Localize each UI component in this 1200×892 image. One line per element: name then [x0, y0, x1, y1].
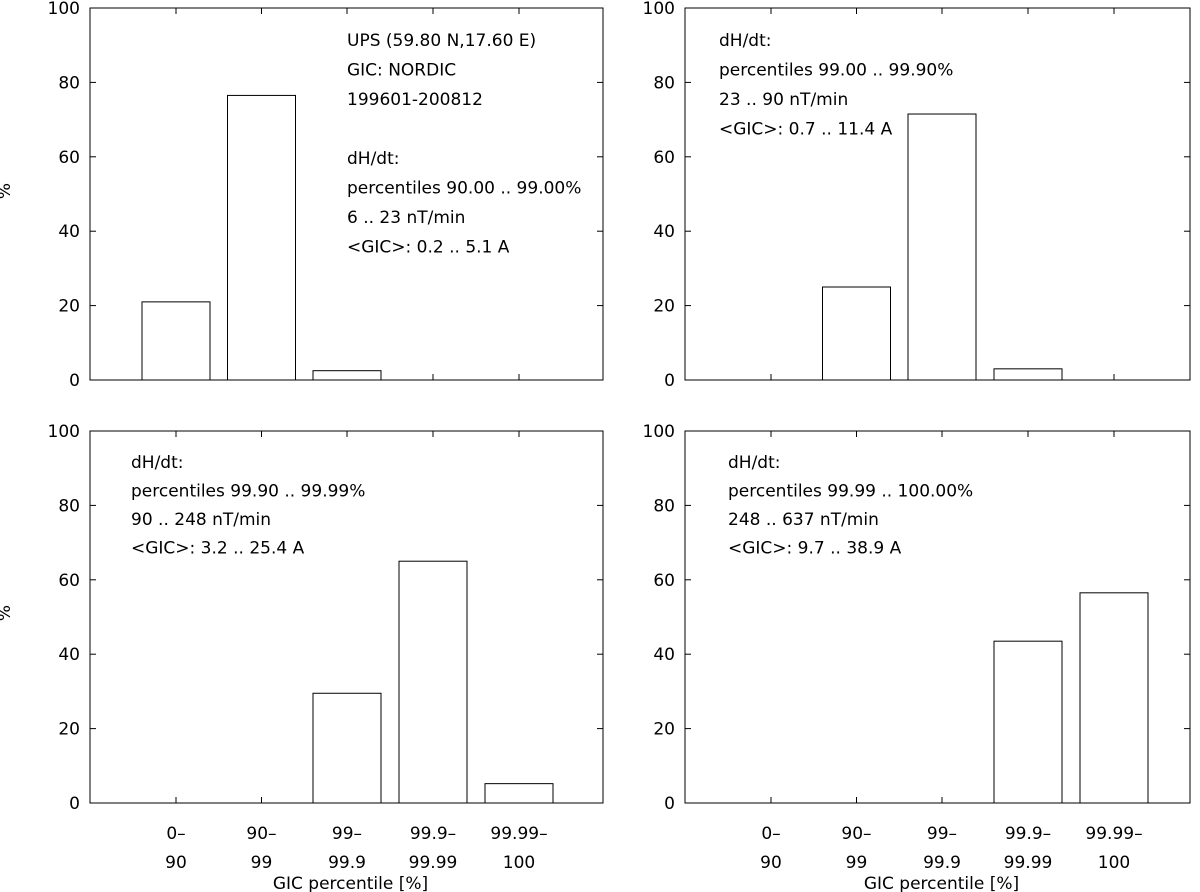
y-axis-label: % — [0, 183, 15, 199]
annotation-line: <GIC>: 3.2 .. 25.4 A — [131, 539, 305, 559]
x-tick-label: 90 — [760, 853, 782, 873]
y-tick-label: 20 — [653, 297, 675, 317]
annotation-line: <GIC>: 0.7 .. 11.4 A — [719, 120, 893, 140]
annotation-line: UPS (59.80 N,17.60 E) — [347, 31, 536, 51]
x-tick-label: 99.99– — [1085, 824, 1142, 844]
annotation-line: 6 .. 23 nT/min — [347, 208, 465, 228]
y-tick-label: 80 — [58, 496, 80, 516]
x-tick-label: 0– — [166, 824, 185, 844]
x-tick-label: 99.99– — [490, 824, 547, 844]
chart-panel-bottom-left: 0 20 40 60 80 100% dH/dt: percentiles 99.90 .. … — [0, 422, 604, 892]
y-tick-label: 100 — [643, 0, 675, 19]
annotation-line: GIC: NORDIC — [347, 61, 456, 81]
bar-99.99-100 — [1079, 592, 1149, 804]
x-tick-label: 99.9– — [410, 824, 456, 844]
bar-99.99-100 — [484, 783, 554, 804]
annotation-line: percentiles 90.00 .. 99.00% — [347, 179, 581, 199]
annotation-line: 90 .. 248 nT/min — [131, 510, 271, 530]
y-tick-label: 60 — [653, 148, 675, 168]
y-tick-label: 100 — [643, 422, 675, 442]
x-tick-label: 99– — [927, 824, 957, 844]
bar-90-99 — [227, 94, 296, 381]
bar-99-99.9 — [907, 113, 977, 381]
annotation-line: 23 .. 90 nT/min — [719, 90, 848, 110]
y-axis-label: % — [0, 605, 15, 621]
x-tick-label: 0– — [761, 824, 780, 844]
bar-99-99.9 — [312, 370, 382, 381]
y-tick-label: 40 — [653, 645, 675, 665]
y-tick-label: 80 — [58, 73, 80, 93]
plot-frame — [684, 430, 1191, 804]
y-tick-label: 40 — [58, 645, 80, 665]
y-tick-label: 80 — [653, 496, 675, 516]
annotation-line: percentiles 99.99 .. 100.00% — [728, 482, 973, 502]
x-tick-label: 99 — [251, 853, 273, 873]
chart-panel-top-right: 0 20 40 60 80 100 dH/dt: percentiles 99.00 .. 9… — [643, 0, 1191, 391]
annotation-line: 199601-200812 — [347, 90, 483, 110]
bar-99.9-99.99 — [993, 640, 1063, 804]
y-tick-label: 100 — [48, 0, 80, 19]
x-axis-label: GIC percentile [%] — [864, 874, 1019, 892]
x-axis-label: GIC percentile [%] — [273, 874, 428, 892]
bar-99.9-99.99 — [398, 560, 468, 804]
annotation-line: <GIC>: 9.7 .. 38.9 A — [728, 539, 902, 559]
annotation-line: dH/dt: — [347, 149, 400, 169]
y-tick-label: 0 — [664, 371, 675, 391]
y-tick-label: 60 — [58, 571, 80, 591]
x-tick-label: 99.9 — [328, 853, 366, 873]
annotation-line: percentiles 99.00 .. 99.90% — [719, 61, 953, 81]
y-tick-label: 40 — [58, 222, 80, 242]
x-tick-label: 99.99 — [409, 853, 458, 873]
x-tick-label: 90– — [841, 824, 871, 844]
chart-panel-top-left: 0 20 40 60 80 100% UPS (59.80 N,17.60 E) GIC: N… — [0, 0, 604, 391]
x-tick-label: 99– — [332, 824, 362, 844]
y-tick-label: 20 — [653, 720, 675, 740]
annotation-line: dH/dt: — [719, 31, 772, 51]
annotation-line: dH/dt: — [728, 453, 781, 473]
bar-99-99.9 — [312, 692, 382, 804]
x-tick-label: 99.9– — [1005, 824, 1051, 844]
annotation-line: percentiles 99.90 .. 99.99% — [131, 482, 365, 502]
x-tick-label: 99.9 — [923, 853, 961, 873]
chart-panel-bottom-right: 0 20 40 60 80 100 dH/dt: percentiles 99.99 .. 1… — [643, 422, 1191, 892]
annotation-line: <GIC>: 0.2 .. 5.1 A — [347, 238, 510, 258]
y-tick-label: 20 — [58, 720, 80, 740]
annotation-line: dH/dt: — [131, 453, 184, 473]
y-tick-label: 0 — [69, 371, 80, 391]
bar-0-90 — [141, 301, 211, 381]
x-tick-label: 100 — [503, 853, 535, 873]
y-tick-label: 20 — [58, 297, 80, 317]
annotation-line: 248 .. 637 nT/min — [728, 510, 879, 530]
x-tick-label: 99 — [846, 853, 868, 873]
y-tick-label: 0 — [69, 794, 80, 814]
y-tick-label: 0 — [664, 794, 675, 814]
y-tick-label: 100 — [48, 422, 80, 442]
x-tick-label: 99.99 — [1004, 853, 1053, 873]
x-tick-label: 100 — [1098, 853, 1130, 873]
bar-90-99 — [822, 286, 891, 381]
x-tick-label: 90 — [165, 853, 187, 873]
bar-99.9-99.99 — [993, 368, 1063, 381]
y-tick-label: 40 — [653, 222, 675, 242]
y-tick-label: 60 — [653, 571, 675, 591]
x-tick-label: 90– — [246, 824, 276, 844]
y-tick-label: 80 — [653, 73, 675, 93]
y-tick-label: 60 — [58, 148, 80, 168]
